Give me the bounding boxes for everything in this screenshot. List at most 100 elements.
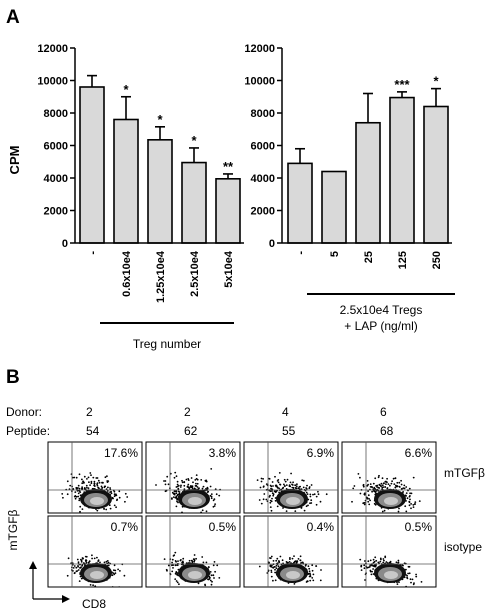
facs-event [167,483,170,486]
y-tick-label: 4000 [44,173,68,185]
facs-event [410,507,412,510]
facs-event [262,498,265,501]
facs-event [372,568,374,570]
y-tick-label: 2000 [44,206,68,218]
facs-event [305,491,308,494]
facs-event [77,484,80,487]
facs-event [126,496,129,498]
facs-event [405,495,407,497]
facs-event [272,494,275,497]
facs-event [270,571,273,573]
facs-event [174,578,177,580]
facs-event [367,500,370,503]
facs-event [82,480,85,483]
facs-event [206,486,209,489]
facs-event [387,483,390,485]
facs-event [274,579,277,582]
facs-event [353,485,356,487]
facs-event [96,484,99,487]
facs-event [370,573,373,576]
facs-event [293,583,296,585]
facs-event [85,484,88,487]
facs-event [382,558,385,560]
facs-event [211,580,213,583]
facs-event [87,487,90,489]
peptide-value: 68 [380,424,394,438]
facs-event [113,564,116,567]
facs-event [202,561,205,564]
facs-event [319,500,322,503]
facs-event [187,478,190,480]
facs-event [107,564,110,567]
facs-event [175,564,177,567]
facs-event [116,498,119,501]
facs-density-core [90,571,104,579]
quadrant-percent: 0.5% [209,520,237,534]
facs-event [111,586,114,587]
bar [389,96,415,244]
facs-event [183,481,186,484]
x-tick-label: 250 [431,251,443,269]
facs-event [201,487,204,490]
facs-event [369,564,372,567]
facs-event [304,564,307,567]
peptide-row-label: Peptide: [6,424,50,438]
facs-event [86,486,88,489]
facs-event [268,477,270,480]
facs-event [391,480,393,483]
facs-event [394,486,397,489]
facs-event [164,480,167,482]
facs-event [300,506,303,509]
facs-event [414,503,416,505]
facs-event [283,485,286,487]
facs-event [301,479,304,482]
facs-event [81,478,83,481]
bar [215,178,241,244]
facs-event [363,567,366,570]
facs-event [359,492,362,495]
row-label: mTGFβ [444,466,485,480]
facs-event [360,569,363,571]
facs-event [363,564,366,567]
facs-event [282,507,284,509]
facs-event [175,571,178,573]
facs-event [209,485,212,488]
facs-event [179,486,182,488]
facs-event [382,561,385,564]
facs-event [405,492,408,494]
facs-event [200,511,202,513]
facs-event [172,496,175,498]
facs-event [389,560,392,563]
facs-event [106,560,109,562]
facs-event [204,583,206,586]
facs-event [285,484,288,486]
facs-event [166,475,169,478]
facs-event [374,487,376,490]
facs-event [359,558,362,561]
donor-value: 2 [184,405,191,419]
facs-event [379,560,382,563]
facs-event [413,582,415,584]
quadrant-percent: 17.6% [104,446,138,460]
x-tick-label: 0.6x10e4 [121,250,133,297]
y-tick-label: 2000 [251,206,275,218]
facs-event [163,558,166,560]
facs-event [375,564,377,567]
facs-dots [155,468,222,513]
facs-event [103,507,105,510]
facs-event [262,485,265,488]
facs-event [294,484,297,487]
y-tick-label: 12000 [244,43,275,55]
facs-event [212,574,215,576]
facs-event [357,473,360,475]
facs-event [176,483,179,486]
facs-event [325,493,328,496]
bar [355,121,381,244]
facs-event [312,573,315,576]
facs-event [174,551,177,554]
facs-event [181,479,183,482]
peptide-value: 62 [184,424,198,438]
facs-event [408,565,411,568]
facs-event [84,555,87,558]
